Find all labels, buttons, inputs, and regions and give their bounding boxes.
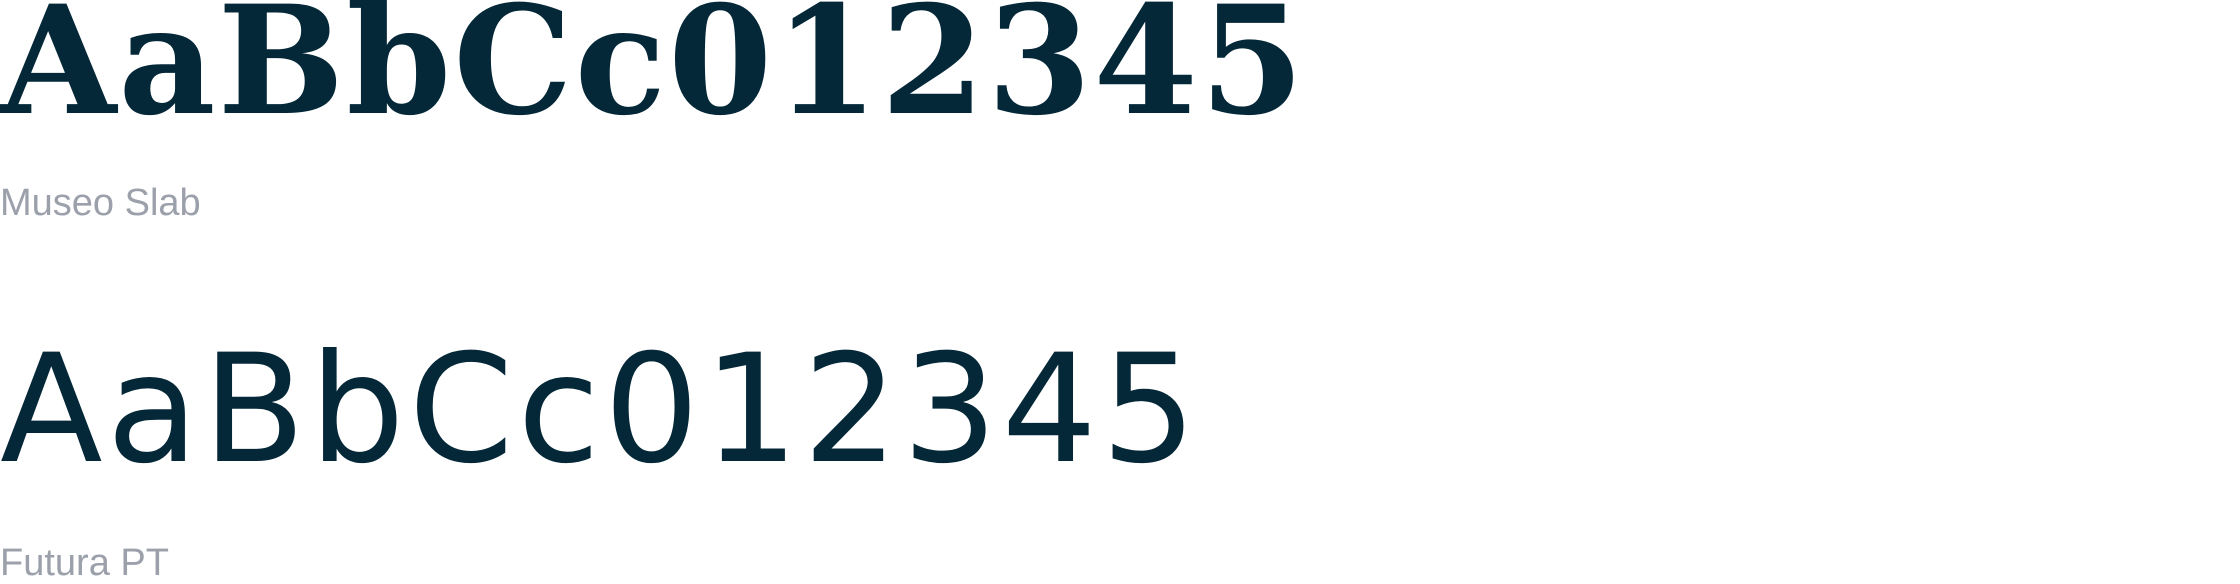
font-name-label: Futura PT [0, 542, 169, 584]
font-name-label: Museo Slab [0, 182, 201, 224]
glyph-sample: AaBbCc012345 [0, 0, 1307, 149]
glyph-sample: AaBbCc012345 [0, 323, 1201, 497]
